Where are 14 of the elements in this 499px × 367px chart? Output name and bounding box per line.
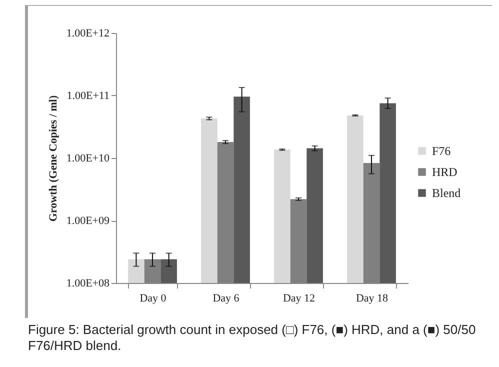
y-tick-label: 1.00E+11 xyxy=(66,90,110,102)
y-tick-label: 1.00E+08 xyxy=(66,278,110,290)
x-tick-label: Day 12 xyxy=(282,292,316,304)
y-tick-label: 1.00E+10 xyxy=(66,152,110,164)
x-tick-label: Day 0 xyxy=(140,292,167,304)
legend-label: F76 xyxy=(432,144,451,158)
caption: Figure 5: Bacterial growth count in exposed (□) F76, (■) HRD, and a (■) 50/50 F76/HRD blend. xyxy=(28,322,477,354)
legend-label: HRD xyxy=(432,165,458,179)
legend-label: Blend xyxy=(432,186,461,200)
y-tick-label: 1.00E+12 xyxy=(66,28,110,40)
y-tick-label: 1.00E+09 xyxy=(66,215,110,227)
x-tick-label: Day 6 xyxy=(212,292,240,304)
x-tick-label: Day 18 xyxy=(356,292,389,304)
y-axis-title: Growth (Gene Copies / ml) xyxy=(47,95,60,222)
